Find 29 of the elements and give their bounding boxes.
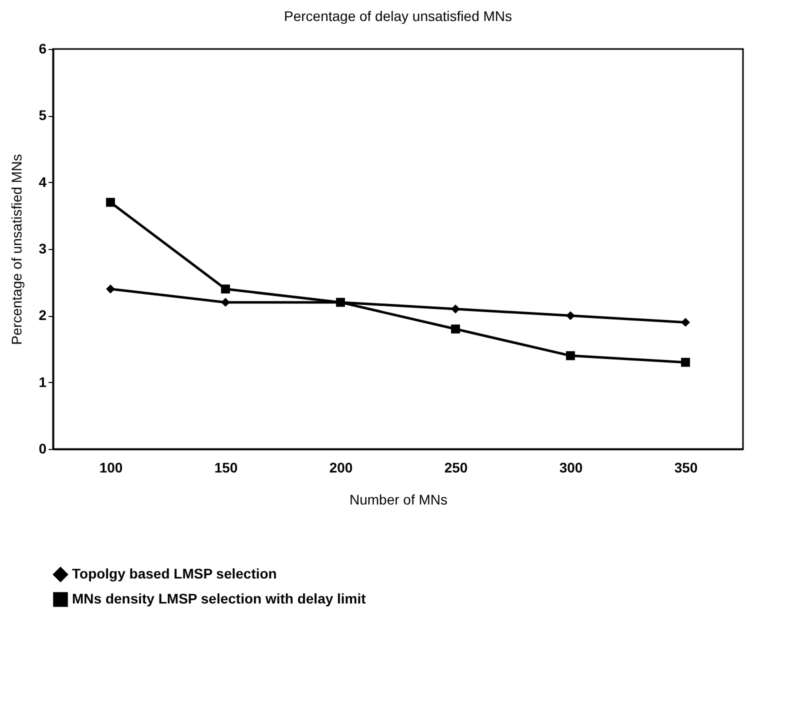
x-tick-label: 300 xyxy=(559,460,583,476)
y-tick-label: 0 xyxy=(38,440,47,456)
point xyxy=(221,284,230,294)
y-tick-label: 2 xyxy=(38,307,47,324)
legend-label: MNs density LMSP selection with delay limit xyxy=(72,590,366,606)
point xyxy=(336,298,345,307)
chart-title: Percentage of delay unsatisfied MNs xyxy=(284,8,512,24)
y-tick-label: 6 xyxy=(38,40,47,56)
x-axis-title: Number of MNs xyxy=(349,492,448,508)
x-tick-label: 200 xyxy=(329,460,353,476)
point xyxy=(681,318,690,327)
y-tick-label: 5 xyxy=(38,107,47,124)
y-tick-label: 4 xyxy=(38,174,47,190)
point xyxy=(451,324,460,334)
point xyxy=(451,304,460,314)
point xyxy=(106,284,115,294)
legend-label: Topolgy based LMSP selection xyxy=(72,566,277,582)
y-tick-label: 3 xyxy=(38,240,47,256)
x-tick-label: 150 xyxy=(214,460,238,476)
point xyxy=(566,351,575,360)
point xyxy=(106,198,115,207)
y-tick-label: 1 xyxy=(38,374,47,390)
x-tick-label: 350 xyxy=(674,460,698,476)
point xyxy=(221,298,230,307)
point xyxy=(681,358,690,367)
point xyxy=(566,311,575,320)
y-axis-title: Percentage of unsatisfied MNs xyxy=(8,154,25,345)
x-tick-label: 100 xyxy=(99,460,123,476)
x-tick-label: 250 xyxy=(444,460,468,476)
